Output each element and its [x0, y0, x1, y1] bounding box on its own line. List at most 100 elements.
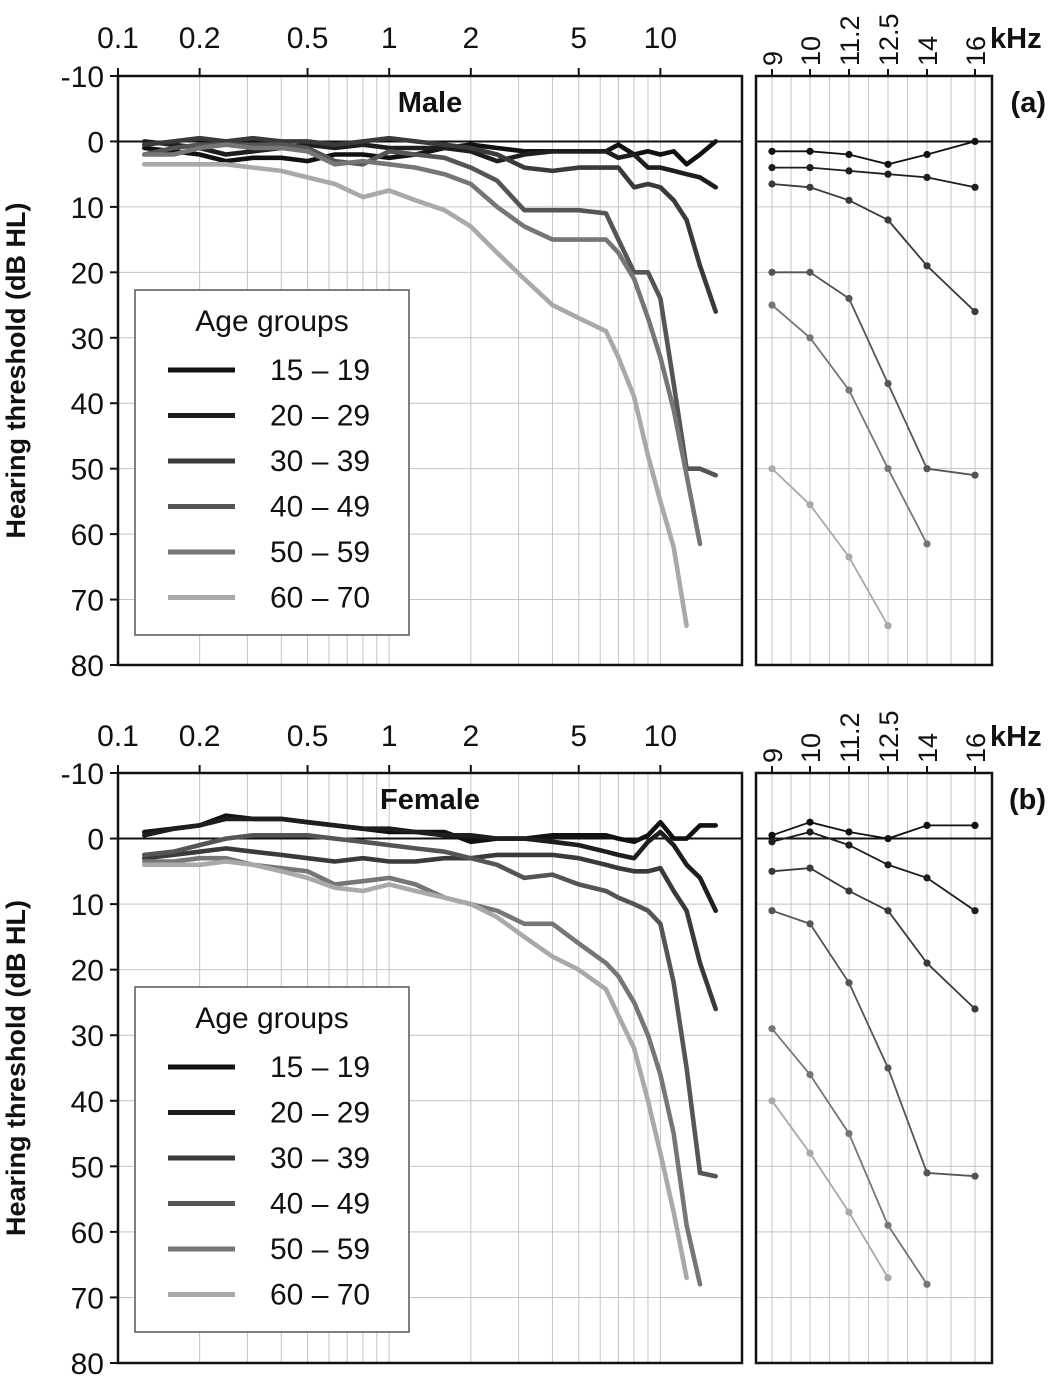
x-tick-label: 10	[644, 720, 677, 753]
panel-b-female: 0.1 0.2 0.5 1 2 5 10 -10 0 10 20 30 40 50 60 70 80 Hearin…	[1, 710, 1046, 1380]
right-series-point	[884, 1064, 892, 1072]
right-series-point	[971, 308, 979, 316]
right-series-point	[971, 137, 979, 145]
right-series-point	[768, 907, 776, 915]
x-tick-label: 0.1	[97, 22, 139, 55]
y-tick-label: 70	[71, 585, 104, 618]
x-tick-label: 5	[570, 22, 587, 55]
right-series-point	[971, 821, 979, 830]
x-tick-label: 0.2	[179, 720, 221, 753]
x-tick-label: 0.2	[179, 22, 221, 55]
y-tick-label: 60	[71, 1217, 104, 1250]
right-series-point	[923, 262, 931, 270]
right-series-point	[845, 294, 853, 303]
khz-unit-label: kHz	[990, 721, 1042, 753]
panel-label: (b)	[1009, 784, 1046, 816]
right-series-line-6070	[771, 1100, 889, 1279]
x-tick-label: 0.5	[287, 720, 329, 753]
right-plot-frame	[754, 771, 994, 1365]
panel-title: Male	[398, 87, 462, 119]
right-series-point	[923, 465, 931, 473]
right-series-point	[845, 167, 853, 175]
x-tick-label: 2	[462, 720, 479, 753]
right-series-point	[923, 173, 931, 181]
right-series-point	[923, 150, 931, 159]
right-series-point	[768, 838, 776, 846]
y-tick-label: -10	[61, 61, 104, 94]
right-series-point	[806, 164, 814, 172]
right-series-point	[845, 887, 853, 895]
panel-a-male: 0.1 0.2 0.5 1 2 5 10 -10 0 10 20 30 40 50 60 70 80 Hearin…	[1, 13, 1046, 683]
right-series-line-2029	[771, 831, 976, 912]
right-x-tick-label: 12.5	[874, 710, 904, 763]
series-line-4049	[142, 142, 719, 478]
right-x-tick-label: 11.2	[835, 15, 865, 66]
khz-unit-label: kHz	[990, 23, 1042, 55]
series-line-6070	[142, 162, 689, 629]
right-series-point	[971, 1005, 979, 1013]
right-x-tick-label: 16	[961, 733, 991, 763]
right-series-point	[845, 553, 853, 561]
series-line-4049	[142, 832, 719, 1179]
panel-title: Female	[380, 784, 480, 816]
right-series-point	[845, 979, 853, 987]
panel-label: (a)	[1011, 87, 1046, 119]
legend-entry-label: 20 – 29	[270, 400, 370, 433]
series-line-3039	[142, 846, 719, 1012]
right-series-point	[806, 1071, 814, 1079]
right-x-tick-label: 11.2	[835, 712, 865, 763]
series-line-6070	[142, 859, 689, 1281]
right-series-point	[768, 465, 776, 473]
y-tick-label: 80	[71, 1348, 104, 1380]
right-series-point	[768, 180, 776, 188]
y-tick-label: 30	[71, 1020, 104, 1053]
right-x-tick-label: 9	[758, 748, 788, 763]
right-series-point	[806, 268, 814, 276]
right-series-point	[845, 386, 853, 394]
right-panel: 9 10 11.2 12.5 14 16 kHz (a)	[754, 13, 1046, 667]
y-tick-label: 50	[71, 1151, 104, 1184]
y-tick-label: 40	[71, 388, 104, 421]
right-series-point	[884, 907, 892, 915]
y-tick-label: 0	[87, 126, 104, 159]
right-plot-frame	[754, 74, 994, 667]
right-series-point	[923, 874, 931, 882]
y-tick-label: 60	[71, 519, 104, 552]
right-series-point	[845, 1208, 853, 1216]
right-series-point	[884, 465, 892, 473]
y-axis-label: Hearing threshold (dB HL)	[1, 203, 31, 539]
right-series-point	[971, 471, 979, 479]
right-series-point	[971, 183, 979, 191]
legend: Age groups 15 – 19 20 – 29 30 – 39 40 – 49 50…	[134, 986, 410, 1333]
legend: Age groups 15 – 19 20 – 29 30 – 39 40 – 49 50…	[134, 289, 410, 636]
right-series-point	[971, 1172, 979, 1180]
right-x-tick-label: 16	[961, 36, 991, 66]
legend-entry-label: 30 – 39	[270, 1142, 370, 1175]
right-series-point	[884, 170, 892, 178]
right-series-point	[845, 150, 853, 159]
right-x-tick-label: 10	[796, 36, 826, 66]
legend-title: Age groups	[195, 1002, 348, 1035]
y-tick-label: 20	[71, 257, 104, 290]
right-x-tick-label: 9	[758, 51, 788, 66]
x-tick-label: 1	[381, 720, 398, 753]
right-series-line-1519	[772, 140, 976, 166]
right-series-point	[884, 1274, 892, 1282]
legend-entry-label: 30 – 39	[270, 445, 370, 478]
legend-title: Age groups	[195, 305, 348, 338]
legend-entry-label: 40 – 49	[270, 491, 370, 524]
right-series-point	[806, 920, 814, 928]
y-tick-label: 30	[71, 323, 104, 356]
right-series-point	[806, 1149, 814, 1157]
main-plot-frame	[116, 771, 744, 1365]
right-series-point	[806, 818, 814, 826]
right-x-tick-label: 10	[796, 733, 826, 763]
x-tick-label: 0.5	[287, 22, 329, 55]
right-series-line-1519	[771, 821, 975, 840]
legend-entry-label: 60 – 70	[270, 1279, 370, 1312]
right-series-point	[884, 622, 892, 630]
y-tick-label: 0	[87, 824, 104, 857]
right-series-line-3039	[771, 183, 976, 313]
right-series-point	[923, 959, 931, 967]
